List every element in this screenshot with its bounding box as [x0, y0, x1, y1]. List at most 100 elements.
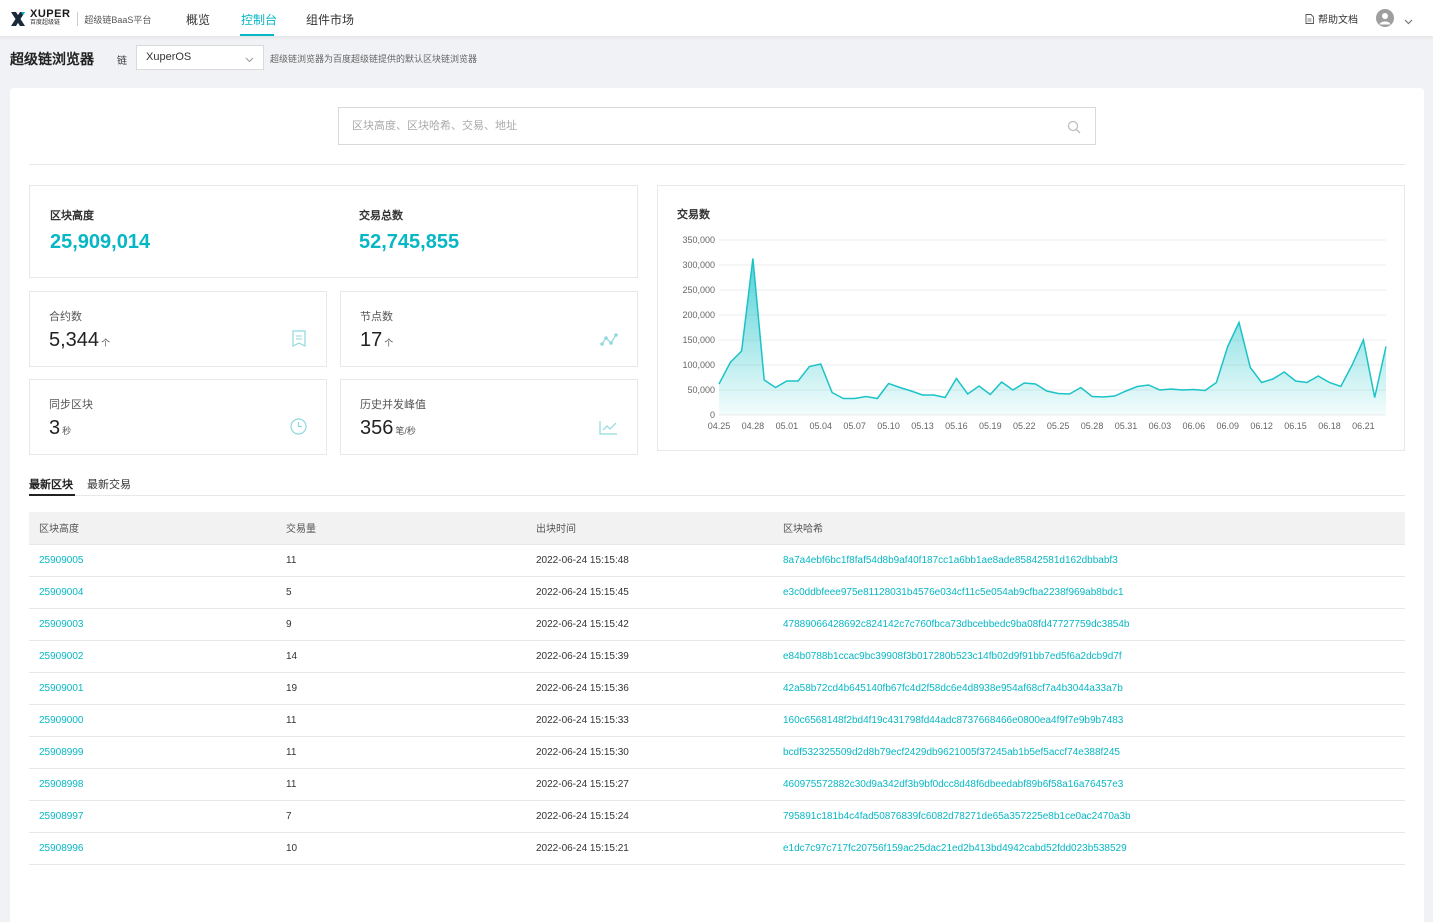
x-tick-label: 05.10 [877, 421, 900, 431]
chain-select-value: XuperOS [146, 51, 192, 63]
nav-active-indicator [240, 34, 274, 36]
tab-latest-blocks[interactable]: 最新区块 [29, 479, 73, 491]
nav-marketplace[interactable]: 组件市场 [306, 13, 355, 27]
sync-block-label: 同步区块 [49, 399, 93, 411]
search-icon[interactable] [1067, 120, 1081, 137]
chart-point [910, 390, 912, 392]
nodes-label: 节点数 [360, 311, 393, 323]
sub-header: 超级链浏览器 链 XuperOS 超级链浏览器为百度超级链提供的默认区块链浏览器 [0, 38, 1433, 78]
chart-point [775, 387, 777, 389]
table-row[interactable]: 25908996 10 2022-06-24 15:15:21 e1dc7c97c71… [29, 832, 1405, 865]
table-row[interactable]: 25908999 11 2022-06-24 15:15:30 bcdf5323255… [29, 736, 1405, 769]
peak-tps-label: 历史并发峰值 [360, 399, 426, 411]
chart-point [1249, 367, 1251, 369]
contracts-label: 合约数 [49, 311, 82, 323]
table-body: 25909005 11 2022-06-24 15:15:48 8a7a4ebf6bc… [29, 544, 1405, 865]
tx-total-value: 52,745,855 [359, 231, 460, 253]
block-hash-link[interactable]: bcdf532325509d2d8b79ecf2429db9621005f372… [770, 736, 1405, 769]
block-height-link[interactable]: 25908997 [29, 800, 276, 833]
contracts-unit: 个 [101, 338, 111, 348]
chart-point [786, 380, 788, 382]
chart-point [1012, 389, 1014, 391]
table-row[interactable]: 25908998 11 2022-06-24 15:15:27 46097557288… [29, 768, 1405, 801]
block-time-cell: 2022-06-24 15:15:48 [523, 544, 770, 577]
help-docs-link[interactable]: 帮助文档 [1305, 11, 1358, 26]
chart-point [1091, 396, 1093, 398]
block-hash-link[interactable]: e84b0788b1ccac9bc39908f3b017280b523c14fb… [770, 640, 1405, 673]
table-row[interactable]: 25909004 5 2022-06-24 15:15:45 e3c0ddbfeee9… [29, 576, 1405, 609]
nodes-value: 17 [360, 329, 383, 351]
tx-count-cell: 11 [276, 768, 523, 801]
block-time-cell: 2022-06-24 15:15:36 [523, 672, 770, 705]
block-hash-link[interactable]: e1dc7c97c717fc20756f159ac25dac21ed2b413b… [770, 832, 1405, 865]
nav-overview[interactable]: 概览 [186, 13, 211, 27]
tx-count-cell: 9 [276, 608, 523, 641]
tab-active-indicator [29, 494, 75, 496]
block-height-value: 25,909,014 [50, 231, 151, 253]
block-height-link[interactable]: 25909000 [29, 704, 276, 737]
chart-point [808, 366, 810, 368]
block-hash-link[interactable]: 47889066428692c824142c7c760fbca73dbcebbe… [770, 608, 1405, 641]
tx-count-cell: 10 [276, 832, 523, 865]
chart-point [1170, 388, 1172, 390]
x-tick-label: 05.13 [911, 421, 934, 431]
chart-point [978, 385, 980, 387]
block-hash-link[interactable]: 795891c181b4c4fad50876839fc6082d78271de6… [770, 800, 1405, 833]
tx-chart-card: 交易数 0 50,000 100,000 150,000 200,000 250,000 3… [657, 185, 1405, 451]
table-row[interactable]: 25909003 9 2022-06-24 15:15:42 478890664286… [29, 608, 1405, 641]
table-header-row: 区块高度 交易量 出块时间 区块哈希 [29, 512, 1405, 545]
search-input[interactable] [339, 108, 1039, 144]
tx-count-cell: 19 [276, 672, 523, 705]
chevron-down-icon [245, 54, 254, 66]
y-tick-label: 150,000 [682, 335, 715, 345]
table-row[interactable]: 25909000 11 2022-06-24 15:15:33 160c6568148… [29, 704, 1405, 737]
brand-logo[interactable]: XUPER 百度超级链 超级链BaaS平台 [10, 9, 151, 28]
table-row[interactable]: 25909001 19 2022-06-24 15:15:36 42a58b72cd4… [29, 672, 1405, 705]
y-tick-label: 350,000 [682, 235, 715, 245]
line-chart-icon [599, 420, 618, 438]
block-hash-link[interactable]: 42a58b72cd4b645140fb67fc4d2f58dc6e4d8938… [770, 672, 1405, 705]
chart-point [1159, 389, 1161, 391]
table-row[interactable]: 25909002 14 2022-06-24 15:15:39 e84b0788b1c… [29, 640, 1405, 673]
chart-point [1114, 395, 1116, 397]
chart-point [820, 363, 822, 365]
x-tick-label: 04.25 [708, 421, 731, 431]
chevron-down-icon[interactable] [1404, 14, 1413, 28]
search-box[interactable] [338, 107, 1096, 145]
chart-point [1080, 387, 1082, 389]
chart-point [865, 396, 867, 398]
chart-point [933, 394, 935, 396]
block-height-link[interactable]: 25909004 [29, 576, 276, 609]
chart-title: 交易数 [677, 209, 710, 221]
user-avatar-icon[interactable] [1376, 9, 1394, 27]
nav-console[interactable]: 控制台 [241, 13, 278, 27]
chart-point [1351, 364, 1353, 366]
x-tick-label: 06.09 [1216, 421, 1239, 431]
block-height-link[interactable]: 25909002 [29, 640, 276, 673]
block-height-link[interactable]: 25908996 [29, 832, 276, 865]
block-height-link[interactable]: 25909003 [29, 608, 276, 641]
block-height-link[interactable]: 25909001 [29, 672, 276, 705]
table-row[interactable]: 25908997 7 2022-06-24 15:15:24 795891c181b4… [29, 800, 1405, 833]
block-height-link[interactable]: 25908998 [29, 768, 276, 801]
page-title: 超级链浏览器 [10, 51, 94, 67]
block-hash-link[interactable]: e3c0ddbfeee975e81128031b4576e034cf11c5e0… [770, 576, 1405, 609]
x-tick-label: 06.03 [1149, 421, 1172, 431]
clock-icon [290, 418, 307, 438]
block-hash-link[interactable]: 8a7a4ebf6bc1f8faf54d8b9af40f187cc1a6bb1a… [770, 544, 1405, 577]
col-header-hash: 区块哈希 [770, 512, 1405, 545]
block-height-link[interactable]: 25909005 [29, 544, 276, 577]
chart-point [1023, 382, 1025, 384]
chart-point [1340, 386, 1342, 388]
table-row[interactable]: 25909005 11 2022-06-24 15:15:48 8a7a4ebf6bc… [29, 544, 1405, 577]
contract-icon [291, 330, 307, 350]
tab-latest-transactions[interactable]: 最新交易 [87, 479, 131, 491]
x-tick-label: 05.16 [945, 421, 968, 431]
block-height-link[interactable]: 25908999 [29, 736, 276, 769]
blocks-table: 区块高度 交易量 出块时间 区块哈希 25909005 11 2022-06-24 … [29, 512, 1405, 865]
nodes-unit: 个 [384, 338, 394, 348]
block-hash-link[interactable]: 160c6568148f2bd4f19c431798fd44adc8737668… [770, 704, 1405, 737]
chain-select[interactable]: XuperOS [136, 45, 264, 70]
block-hash-link[interactable]: 460975572882c30d9a342df3b9bf0dcc8d48f6db… [770, 768, 1405, 801]
